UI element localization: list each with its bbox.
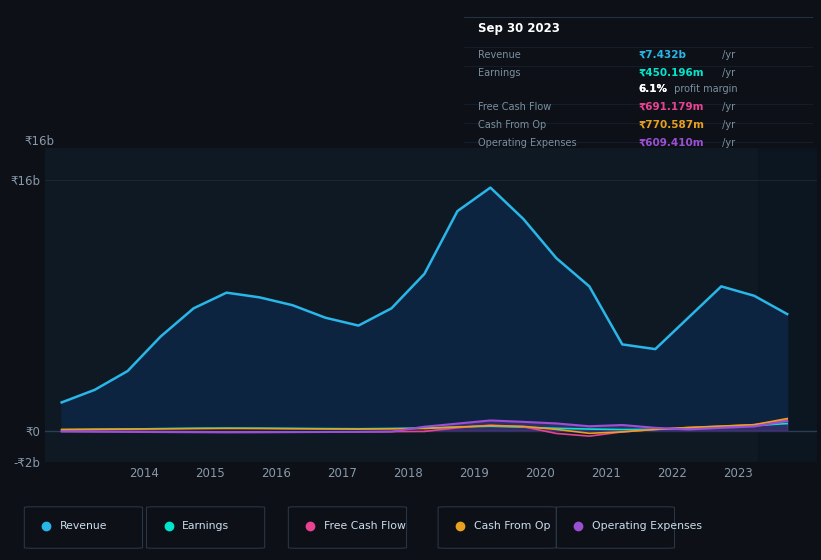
Text: Cash From Op: Cash From Op: [474, 521, 550, 531]
Text: Earnings: Earnings: [182, 521, 229, 531]
Text: /yr: /yr: [718, 102, 735, 112]
Text: Revenue: Revenue: [478, 50, 521, 60]
Text: ₹770.587m: ₹770.587m: [639, 120, 704, 130]
Text: 6.1%: 6.1%: [639, 85, 667, 95]
Text: 6.1%: 6.1%: [639, 85, 667, 95]
Bar: [758, 148, 817, 462]
Text: Free Cash Flow: Free Cash Flow: [478, 102, 551, 112]
Text: /yr: /yr: [718, 120, 735, 130]
Text: ₹691.179m: ₹691.179m: [639, 102, 704, 112]
Text: /yr: /yr: [718, 50, 735, 60]
Text: ₹16b: ₹16b: [25, 136, 55, 148]
Text: Operating Expenses: Operating Expenses: [592, 521, 702, 531]
Text: ₹7.432b: ₹7.432b: [639, 50, 686, 60]
Text: Cash From Op: Cash From Op: [478, 120, 546, 130]
Text: ₹609.410m: ₹609.410m: [639, 138, 704, 148]
Text: Operating Expenses: Operating Expenses: [478, 138, 576, 148]
Text: Revenue: Revenue: [60, 521, 108, 531]
Text: ₹450.196m: ₹450.196m: [639, 68, 704, 78]
Text: Earnings: Earnings: [478, 68, 521, 78]
Text: Sep 30 2023: Sep 30 2023: [478, 22, 560, 35]
Text: /yr: /yr: [718, 68, 735, 78]
Text: /yr: /yr: [718, 138, 735, 148]
Text: Free Cash Flow: Free Cash Flow: [323, 521, 406, 531]
Text: profit margin: profit margin: [672, 85, 738, 95]
